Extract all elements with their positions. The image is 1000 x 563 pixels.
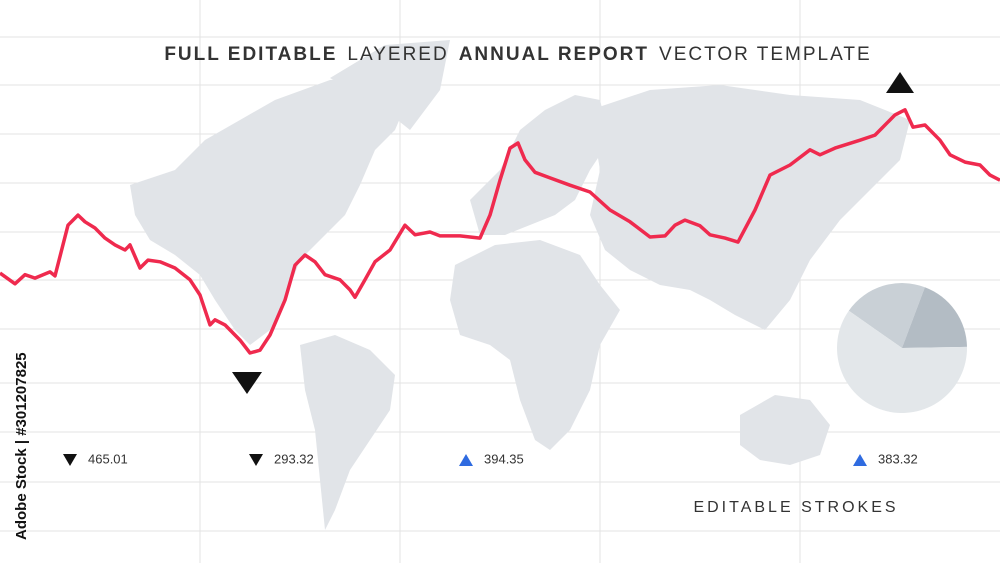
north-america — [130, 75, 410, 345]
title-part: LAYERED — [347, 44, 448, 65]
greenland — [330, 40, 450, 130]
pie-slice — [902, 287, 967, 348]
annotation: EDITABLE STROKES — [693, 499, 898, 516]
trough-marker — [232, 372, 262, 394]
stat-value: 465.01 — [88, 451, 128, 466]
stat-value: 293.32 — [274, 451, 314, 466]
stat-arrow — [63, 454, 77, 466]
stat-arrow — [459, 454, 473, 466]
watermark: Adobe Stock | #301207825 — [13, 352, 30, 540]
pie-slice — [837, 310, 968, 414]
title-part: VECTOR TEMPLATE — [659, 44, 872, 65]
stat-value: 383.32 — [878, 451, 918, 466]
title-part: FULL EDITABLE — [164, 44, 337, 65]
world-map — [130, 40, 910, 530]
stat-value: 394.35 — [484, 451, 524, 466]
stat-arrow — [249, 454, 263, 466]
africa — [450, 240, 620, 450]
peak-marker — [886, 72, 914, 93]
title-part: ANNUAL REPORT — [459, 44, 649, 65]
chart-title: FULL EDITABLE LAYERED ANNUAL REPORT VECTOR … — [164, 44, 871, 65]
australia — [740, 395, 830, 465]
data-line — [0, 108, 1000, 355]
pie-slice — [848, 283, 925, 348]
south-america — [300, 335, 395, 530]
asia — [590, 85, 910, 330]
stat-arrow — [853, 454, 867, 466]
europe — [470, 95, 610, 235]
